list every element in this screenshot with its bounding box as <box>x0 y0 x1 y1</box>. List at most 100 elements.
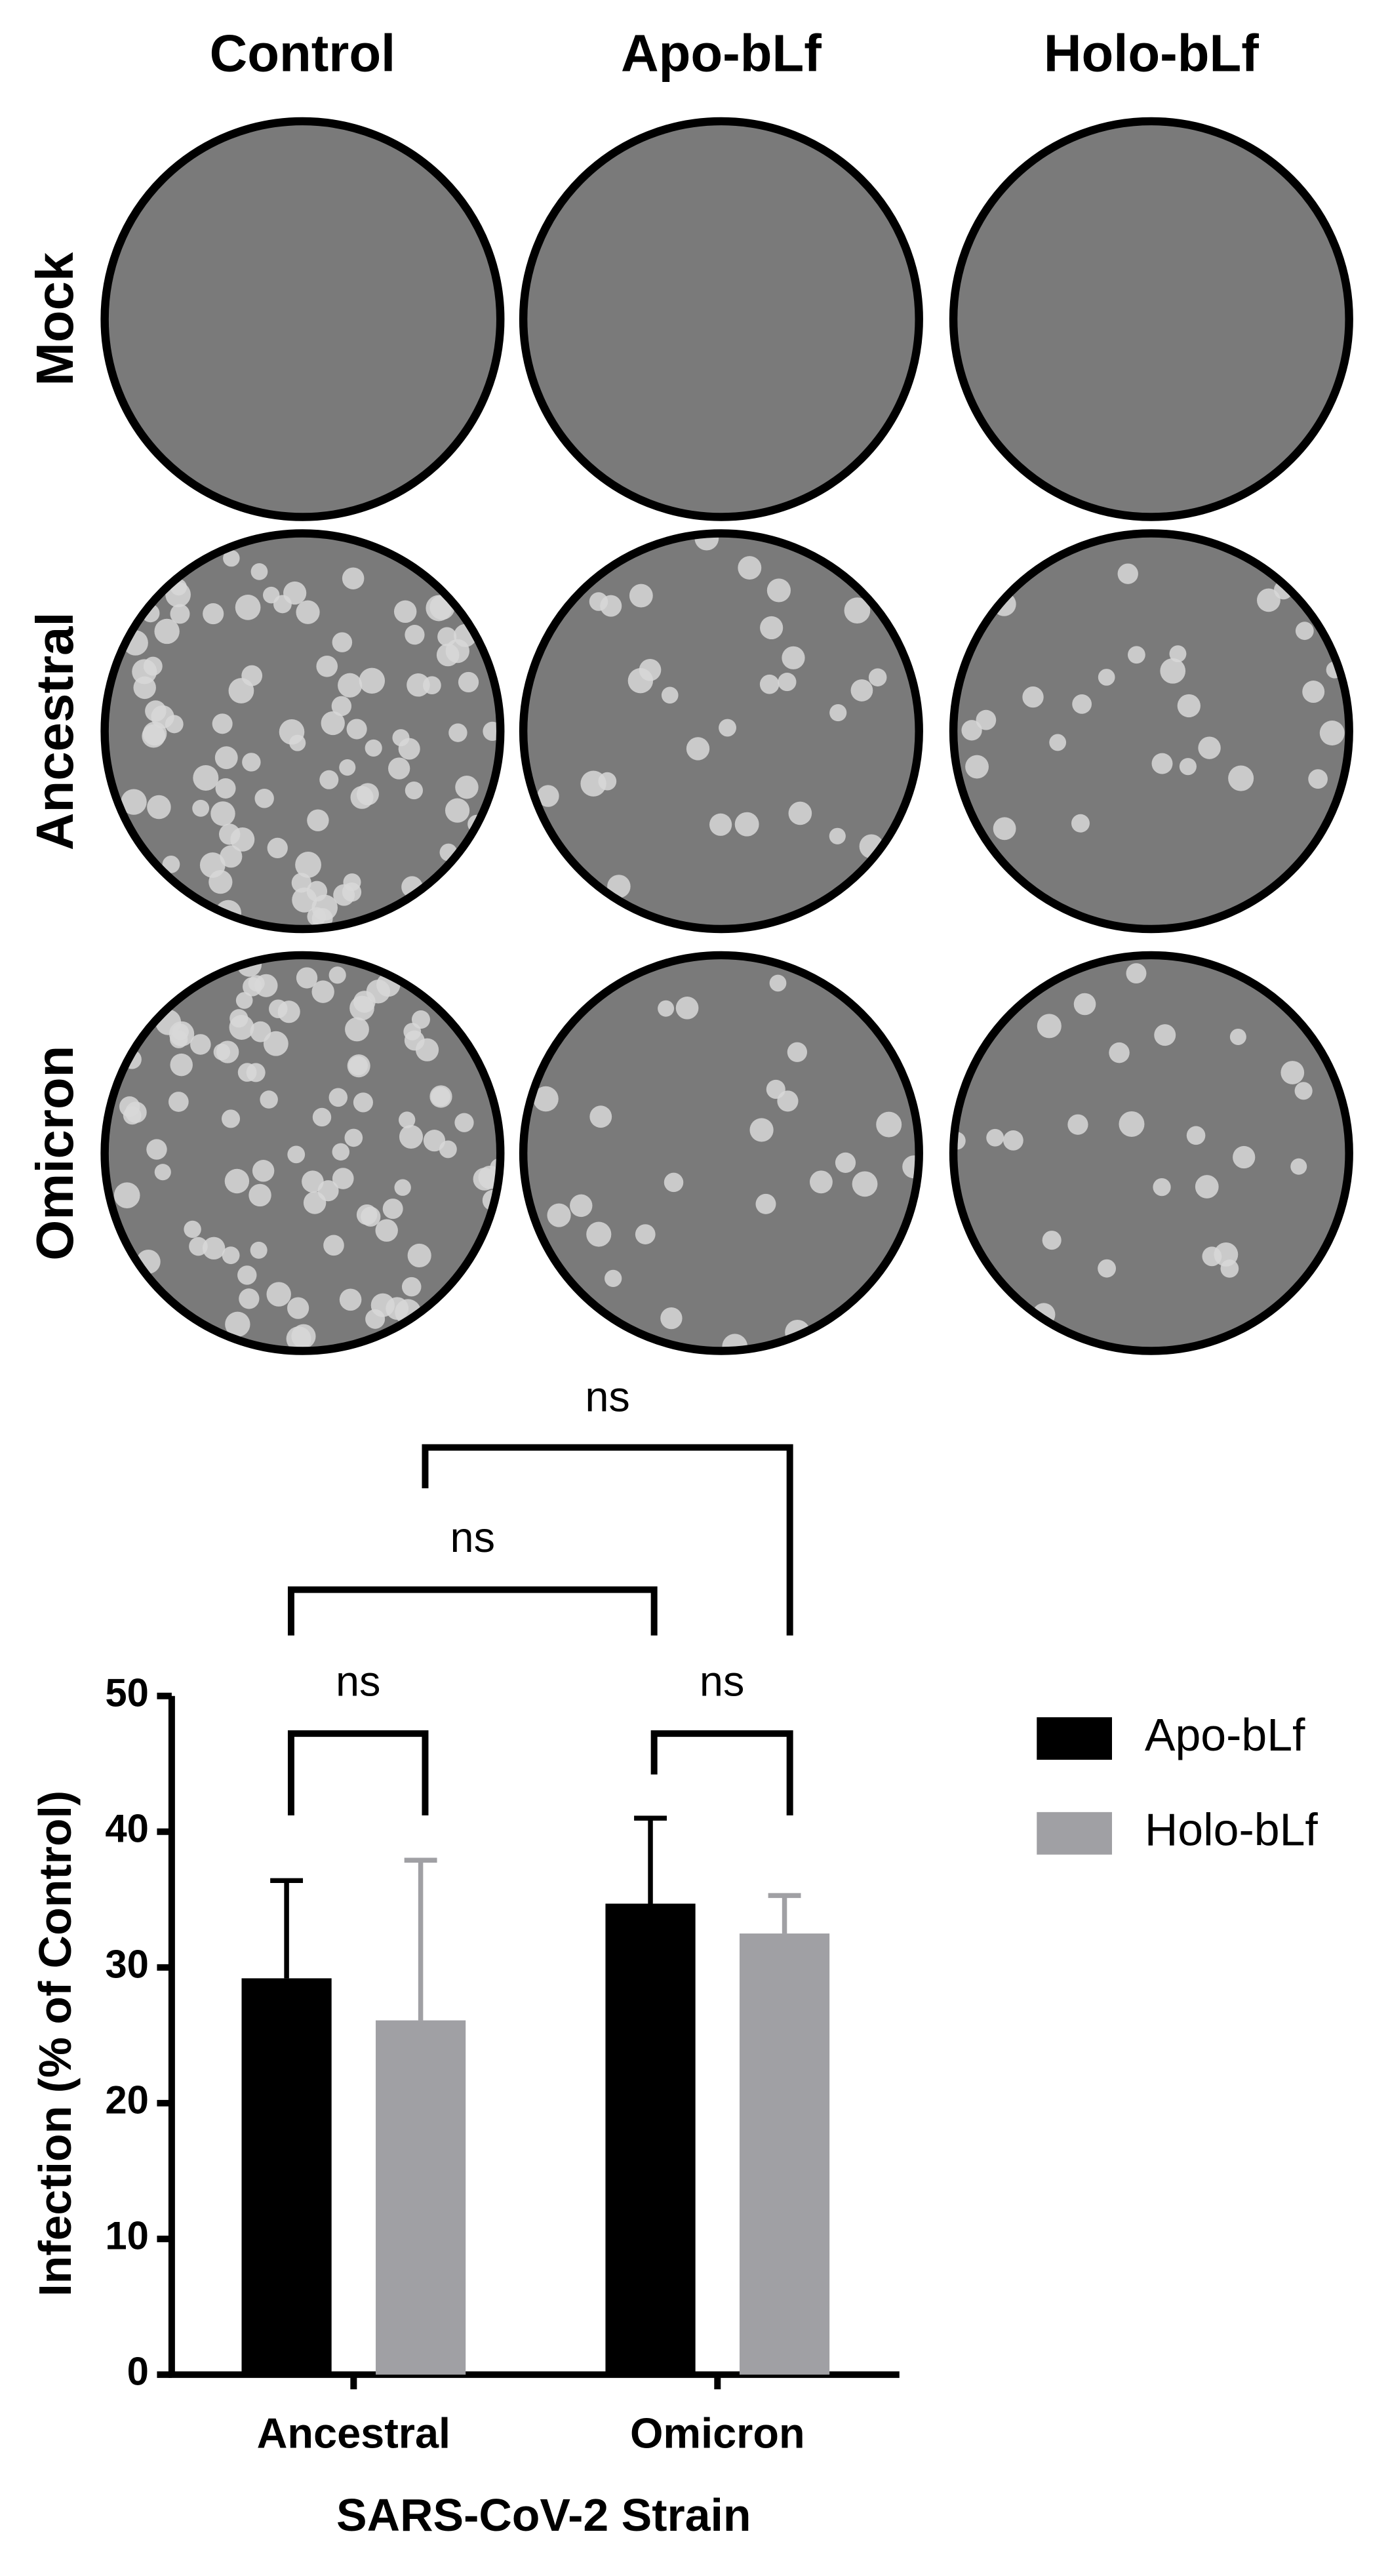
legend-swatch <box>1037 1717 1112 1760</box>
bar <box>605 1903 696 2375</box>
plaque <box>778 673 797 692</box>
plaque <box>844 597 871 624</box>
plaque <box>965 755 989 779</box>
plaque <box>1169 645 1187 663</box>
legend-label: Holo-bLf <box>1145 1804 1319 1855</box>
plaque <box>346 719 367 740</box>
plaque <box>221 1109 241 1128</box>
plaque <box>407 673 430 697</box>
plaque <box>829 704 847 722</box>
plaque <box>399 1124 424 1149</box>
bar <box>739 1933 830 2375</box>
plaque <box>192 799 210 817</box>
plate-rim <box>100 529 505 934</box>
row-label: Mock <box>26 252 84 386</box>
plaque <box>311 894 338 921</box>
plaque <box>145 700 167 722</box>
plaque <box>629 584 653 608</box>
plaque <box>734 812 759 837</box>
plaque <box>353 1092 373 1113</box>
plaque <box>168 1092 189 1112</box>
plaque <box>415 1038 439 1061</box>
plaque <box>1177 694 1201 718</box>
column-label: Holo-bLf <box>1044 24 1259 83</box>
plaque <box>902 1155 919 1179</box>
plaque <box>365 739 382 757</box>
y-tick-label: 50 <box>105 1671 149 1715</box>
bar <box>241 1978 332 2375</box>
plaque <box>356 783 379 806</box>
significance-label: ns <box>450 1513 495 1561</box>
plaque <box>1228 765 1254 791</box>
plaque <box>214 746 238 770</box>
plaque <box>331 696 352 717</box>
plaque <box>165 582 191 608</box>
plaque <box>316 655 338 677</box>
plaque <box>202 1237 226 1260</box>
plaque <box>342 567 365 589</box>
legend-label: Apo-bLf <box>1145 1709 1305 1760</box>
significance-bracket <box>422 1444 793 1636</box>
plaque <box>537 785 559 807</box>
plaque <box>235 992 253 1009</box>
plaque <box>398 738 420 760</box>
plaque <box>277 1001 300 1023</box>
plaque <box>254 789 274 808</box>
plaque <box>154 1164 171 1181</box>
plaque <box>1229 1028 1246 1045</box>
plaque <box>142 724 166 748</box>
plaque <box>445 798 470 823</box>
plaque <box>835 1152 856 1173</box>
plaque <box>237 1063 257 1082</box>
plate-rim <box>100 951 505 1355</box>
plaque <box>254 974 278 997</box>
x-axis-title: SARS-CoV-2 Strain <box>336 2489 751 2541</box>
plaque <box>809 1170 833 1194</box>
plaque <box>273 595 292 614</box>
plaque <box>658 1000 675 1017</box>
plaque <box>533 1086 559 1112</box>
column-label: Apo-bLf <box>621 24 822 83</box>
plaque <box>190 1034 211 1055</box>
plaque <box>146 1139 167 1160</box>
plaque <box>154 618 180 644</box>
plaque <box>1290 1158 1307 1175</box>
plaque <box>222 1246 240 1265</box>
plate <box>953 533 1349 930</box>
plaque <box>225 1311 250 1338</box>
plaque <box>347 1054 370 1078</box>
plaque <box>338 673 363 698</box>
plaque <box>260 1090 278 1109</box>
plaque <box>429 1085 452 1108</box>
plaque <box>1003 1130 1023 1151</box>
plaque <box>1098 1259 1117 1278</box>
plate-rim <box>949 951 1353 1355</box>
y-tick-label: 0 <box>127 2350 149 2394</box>
plaque <box>286 1326 311 1351</box>
plaque <box>1067 1114 1088 1135</box>
plaque <box>121 789 147 815</box>
plaque <box>203 603 224 625</box>
plaque <box>749 1118 774 1142</box>
plaque <box>218 823 241 845</box>
plaque <box>759 674 780 694</box>
plaque <box>1295 622 1314 641</box>
plaques <box>961 563 1345 841</box>
plaque <box>266 1282 291 1307</box>
plaque <box>296 967 318 989</box>
plaque <box>598 772 617 791</box>
plate-rim <box>949 117 1353 521</box>
plaque <box>1160 658 1186 684</box>
y-axis-title: Infection (% of Control) <box>30 1791 81 2297</box>
plaque <box>407 1243 431 1267</box>
plate <box>523 955 919 1351</box>
plaque <box>788 801 812 825</box>
y-tick-label: 30 <box>105 1943 149 1987</box>
plaque <box>719 719 736 737</box>
plaque <box>993 817 1016 841</box>
plaque <box>303 1191 327 1214</box>
plaque <box>694 533 719 551</box>
plaque <box>382 1199 403 1219</box>
plaque <box>777 1090 799 1112</box>
plaque <box>660 1307 683 1330</box>
